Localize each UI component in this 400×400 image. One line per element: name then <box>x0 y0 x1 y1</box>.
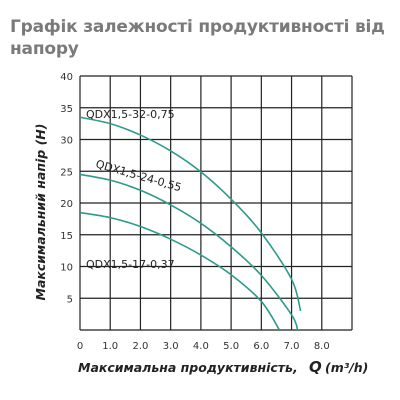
series-label-17: QDX1,5-17-0,37 <box>86 258 175 271</box>
x-axis-label: Максимальна продуктивність, Q (m³/h) <box>78 358 368 376</box>
grid <box>79 75 353 331</box>
y-tick-label: 10 <box>60 263 73 274</box>
x-tick-label: 1.0 <box>102 341 118 352</box>
series-line-1 <box>79 173 299 331</box>
x-tick-label: 8.0 <box>314 341 330 352</box>
y-tick-label: 30 <box>60 136 73 147</box>
x-tick-label: 2.0 <box>132 341 148 352</box>
y-tick-label: 15 <box>60 231 73 242</box>
x-tick-label: 7.0 <box>284 341 300 352</box>
curves <box>79 116 302 331</box>
series-label-32: QDX1,5-32-0,75 <box>86 108 175 121</box>
x-tick-label: 5.0 <box>223 341 239 352</box>
y-tick-label: 40 <box>60 72 73 83</box>
x-tick-label: 6.0 <box>253 341 269 352</box>
series-line-0 <box>79 116 302 312</box>
y-axis-label: Максимальний напір (Н) <box>33 124 48 301</box>
series-line-2 <box>79 211 281 331</box>
x-axis-label-symbol: Q <box>309 358 322 376</box>
x-tick-label: 4.0 <box>193 341 209 352</box>
x-axis-label-unit: (m³/h) <box>325 360 368 375</box>
x-tick-label: 3.0 <box>163 341 179 352</box>
x-tick-label: 0 <box>77 341 83 352</box>
chart-title: Графік залежності продуктивності від нап… <box>10 17 385 59</box>
y-tick-label: 20 <box>60 199 73 210</box>
tick-labels: 0 1.0 2.0 3.0 4.0 5.0 6.0 7.0 8.0 5 10 15 20 25 30 35 40 <box>60 72 329 352</box>
y-tick-label: 35 <box>60 104 73 115</box>
x-axis-label-main: Максимальна продуктивність, <box>78 360 298 375</box>
y-tick-label: 5 <box>67 294 73 305</box>
y-tick-label: 25 <box>60 167 73 178</box>
